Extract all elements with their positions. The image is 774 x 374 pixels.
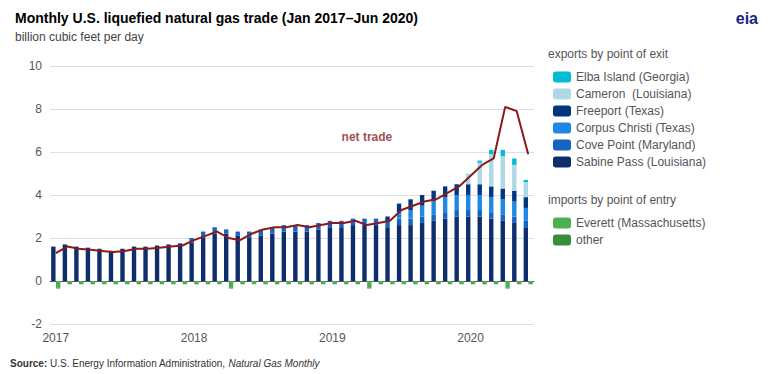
svg-text:-2: -2 bbox=[31, 317, 42, 331]
svg-text:Source:: Source: bbox=[10, 358, 47, 369]
svg-text:10: 10 bbox=[29, 59, 43, 73]
svg-text:2019: 2019 bbox=[319, 331, 346, 345]
svg-text:U.S. Energy Information Admini: U.S. Energy Information Administration, bbox=[47, 358, 228, 369]
svg-text:other: other bbox=[576, 233, 603, 247]
svg-text:Cove Point (Maryland): Cove Point (Maryland) bbox=[576, 138, 695, 152]
svg-text:billion cubic feet per day: billion cubic feet per day bbox=[15, 30, 144, 44]
svg-text:Monthly U.S. liquefied natural: Monthly U.S. liquefied natural gas trade… bbox=[15, 10, 418, 26]
svg-text:Cameron (Louisiana): Cameron (Louisiana) bbox=[576, 87, 691, 101]
svg-text:8: 8 bbox=[35, 102, 42, 116]
svg-text:imports by point of entry: imports by point of entry bbox=[548, 193, 676, 207]
svg-text:Corpus Christi (Texas): Corpus Christi (Texas) bbox=[576, 121, 695, 135]
svg-text:0: 0 bbox=[35, 274, 42, 288]
svg-text:Freeport (Texas): Freeport (Texas) bbox=[576, 104, 664, 118]
svg-text:Sabine Pass (Louisiana): Sabine Pass (Louisiana) bbox=[576, 155, 706, 169]
svg-text:Natural Gas Monthly: Natural Gas Monthly bbox=[228, 358, 320, 369]
svg-text:4: 4 bbox=[35, 188, 42, 202]
svg-text:2018: 2018 bbox=[181, 331, 208, 345]
svg-text:exports by point of exit: exports by point of exit bbox=[548, 47, 669, 61]
svg-text:Elba Island (Georgia): Elba Island (Georgia) bbox=[576, 70, 689, 84]
svg-text:2: 2 bbox=[35, 231, 42, 245]
svg-text:Everett (Massachusetts): Everett (Massachusetts) bbox=[576, 216, 705, 230]
svg-text:6: 6 bbox=[35, 145, 42, 159]
svg-text:2020: 2020 bbox=[457, 331, 484, 345]
svg-text:eia: eia bbox=[736, 10, 758, 27]
svg-text:2017: 2017 bbox=[42, 331, 69, 345]
svg-text:net trade: net trade bbox=[342, 130, 393, 144]
